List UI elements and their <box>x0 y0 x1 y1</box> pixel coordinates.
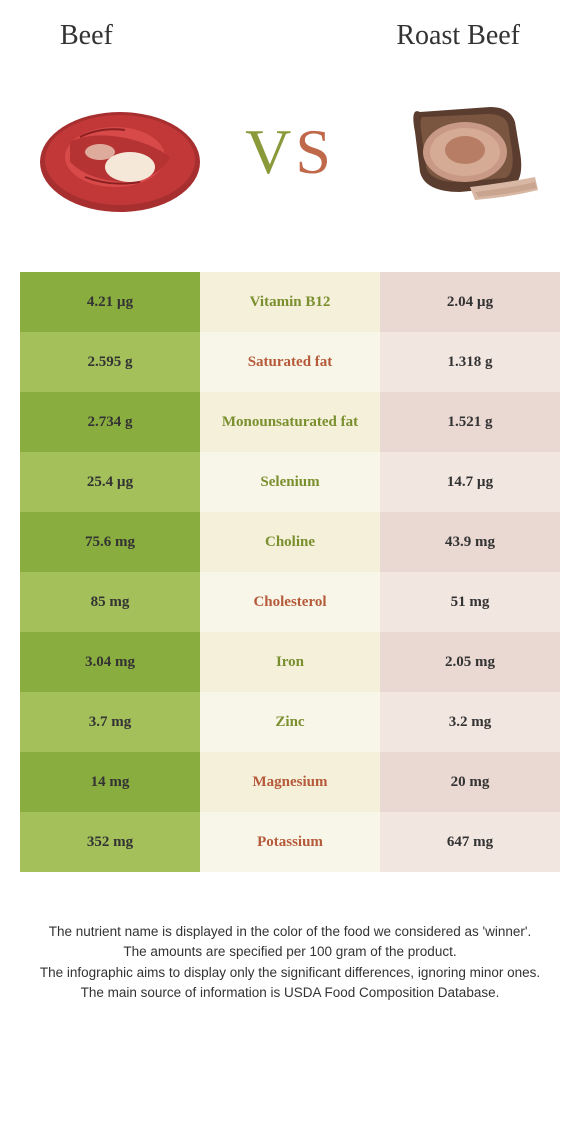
header: Beef Roast Beef <box>20 20 560 52</box>
table-row: 85 mgCholesterol51 mg <box>20 572 560 632</box>
footnote-line: The amounts are specified per 100 gram o… <box>30 942 550 962</box>
nutrient-label: Choline <box>200 512 380 572</box>
value-left: 2.595 g <box>20 332 200 392</box>
value-left: 352 mg <box>20 812 200 872</box>
value-right: 14.7 µg <box>380 452 560 512</box>
vs-s: S <box>295 116 335 187</box>
nutrient-label: Potassium <box>200 812 380 872</box>
table-row: 75.6 mgCholine43.9 mg <box>20 512 560 572</box>
value-right: 20 mg <box>380 752 560 812</box>
value-left: 4.21 µg <box>20 272 200 332</box>
table-row: 3.7 mgZinc3.2 mg <box>20 692 560 752</box>
table-row: 3.04 mgIron2.05 mg <box>20 632 560 692</box>
value-right: 3.2 mg <box>380 692 560 752</box>
table-row: 14 mgMagnesium20 mg <box>20 752 560 812</box>
beef-image <box>30 82 210 222</box>
nutrient-label: Selenium <box>200 452 380 512</box>
nutrient-label: Monounsaturated fat <box>200 392 380 452</box>
title-right: Roast Beef <box>396 20 520 52</box>
footnote-line: The nutrient name is displayed in the co… <box>30 922 550 942</box>
value-left: 75.6 mg <box>20 512 200 572</box>
nutrient-label: Magnesium <box>200 752 380 812</box>
nutrient-label: Saturated fat <box>200 332 380 392</box>
value-right: 51 mg <box>380 572 560 632</box>
title-left: Beef <box>60 20 113 52</box>
value-right: 43.9 mg <box>380 512 560 572</box>
value-right: 1.521 g <box>380 392 560 452</box>
nutrient-label: Cholesterol <box>200 572 380 632</box>
footnote-line: The main source of information is USDA F… <box>30 983 550 1003</box>
footnote-line: The infographic aims to display only the… <box>30 963 550 983</box>
value-right: 2.04 µg <box>380 272 560 332</box>
nutrient-label: Vitamin B12 <box>200 272 380 332</box>
value-right: 1.318 g <box>380 332 560 392</box>
value-right: 2.05 mg <box>380 632 560 692</box>
value-left: 85 mg <box>20 572 200 632</box>
value-right: 647 mg <box>380 812 560 872</box>
nutrient-table: 4.21 µgVitamin B122.04 µg2.595 gSaturate… <box>20 272 560 872</box>
value-left: 2.734 g <box>20 392 200 452</box>
table-row: 2.734 gMonounsaturated fat1.521 g <box>20 392 560 452</box>
value-left: 3.04 mg <box>20 632 200 692</box>
footnotes: The nutrient name is displayed in the co… <box>20 922 560 1003</box>
nutrient-label: Iron <box>200 632 380 692</box>
table-row: 25.4 µgSelenium14.7 µg <box>20 452 560 512</box>
table-row: 352 mgPotassium647 mg <box>20 812 560 872</box>
infographic: Beef Roast Beef VS <box>0 0 580 1023</box>
value-left: 14 mg <box>20 752 200 812</box>
roast-beef-image <box>370 82 550 222</box>
vs-v: V <box>245 116 295 187</box>
value-left: 25.4 µg <box>20 452 200 512</box>
table-row: 2.595 gSaturated fat1.318 g <box>20 332 560 392</box>
images-row: VS <box>20 82 560 222</box>
vs-label: VS <box>245 115 335 189</box>
table-row: 4.21 µgVitamin B122.04 µg <box>20 272 560 332</box>
value-left: 3.7 mg <box>20 692 200 752</box>
nutrient-label: Zinc <box>200 692 380 752</box>
